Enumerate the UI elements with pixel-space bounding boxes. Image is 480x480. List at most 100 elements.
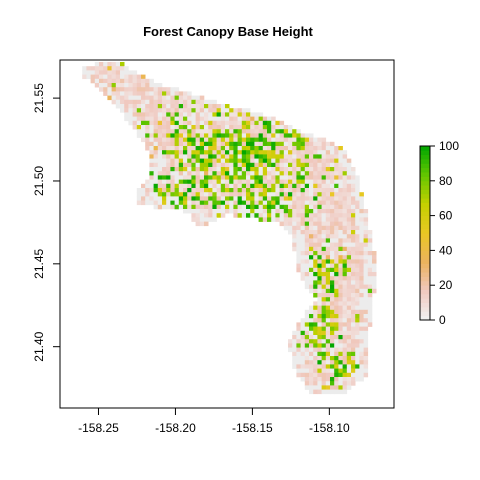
raster-cell: [288, 141, 293, 147]
raster-cell: [216, 179, 222, 185]
raster-cell: [166, 188, 171, 193]
raster-cell: [325, 259, 331, 264]
raster-cell: [330, 272, 335, 277]
legend-color-step: [420, 315, 430, 321]
raster-cell: [346, 217, 352, 222]
raster-cell: [304, 230, 310, 235]
raster-cell: [187, 120, 192, 126]
raster-cell: [246, 179, 251, 185]
raster-cell: [124, 108, 129, 113]
raster-cell: [359, 255, 364, 260]
raster-cell: [136, 99, 142, 105]
raster-cell: [342, 330, 348, 336]
raster-cell: [254, 162, 259, 168]
raster-cell: [313, 196, 318, 201]
raster-cell: [351, 255, 356, 260]
raster-cell: [191, 116, 196, 122]
raster-cell: [191, 209, 196, 214]
raster-cell: [220, 154, 226, 159]
raster-cell: [246, 133, 251, 138]
raster-cell: [279, 217, 285, 222]
raster-cell: [178, 129, 184, 134]
raster-cell: [241, 141, 247, 147]
raster-cell: [183, 129, 188, 134]
raster-cell: [246, 146, 251, 151]
raster-cell: [254, 213, 259, 218]
raster-cell: [309, 230, 314, 235]
raster-cell: [338, 192, 343, 197]
raster-cell: [296, 351, 301, 357]
raster-cell: [220, 133, 226, 138]
raster-cell: [296, 263, 301, 269]
raster-cell: [166, 196, 171, 201]
raster-cell: [229, 150, 234, 155]
raster-cell: [141, 137, 146, 143]
raster-cell: [363, 322, 369, 327]
raster-cell: [288, 192, 293, 197]
raster-cell: [304, 188, 310, 193]
raster-cell: [313, 267, 318, 273]
raster-cell: [220, 158, 226, 164]
raster-cell: [275, 217, 280, 222]
raster-cell: [149, 146, 154, 151]
raster-cell: [237, 167, 243, 172]
raster-cell: [300, 326, 306, 332]
raster-cell: [136, 200, 142, 206]
raster-cell: [145, 99, 150, 105]
raster-cell: [283, 125, 289, 130]
raster-cell: [317, 137, 322, 143]
raster-cell: [145, 120, 150, 126]
raster-cell: [338, 238, 343, 243]
raster-cell: [351, 305, 356, 311]
raster-cell: [183, 112, 188, 117]
raster-cell: [330, 364, 335, 369]
raster-cell: [94, 62, 100, 67]
raster-cell: [292, 230, 297, 235]
raster-cell: [145, 129, 150, 134]
raster-cell: [292, 175, 297, 180]
raster-cell: [178, 171, 184, 176]
raster-cell: [212, 104, 217, 109]
raster-cell: [321, 368, 327, 374]
raster-cell: [296, 347, 301, 353]
raster-cell: [359, 305, 364, 311]
raster-cell: [275, 129, 280, 134]
raster-cell: [254, 204, 259, 210]
raster-cell: [237, 192, 243, 197]
raster-cell: [141, 196, 146, 201]
raster-cell: [309, 251, 314, 256]
raster-cell: [363, 221, 369, 227]
raster-cell: [237, 116, 243, 122]
raster-cell: [313, 234, 318, 239]
raster-cell: [208, 120, 213, 126]
raster-cell: [359, 272, 364, 277]
raster-cell: [313, 175, 318, 180]
raster-cell: [304, 137, 310, 143]
raster-cell: [212, 120, 217, 126]
raster-cell: [338, 242, 343, 248]
raster-cell: [355, 322, 360, 327]
raster-cell: [132, 120, 138, 126]
raster-cell: [330, 372, 335, 378]
raster-cell: [195, 99, 201, 105]
raster-cell: [334, 309, 339, 315]
raster-cell: [330, 171, 335, 176]
raster-cell: [334, 225, 339, 231]
raster-cell: [254, 129, 259, 134]
raster-cell: [338, 204, 343, 210]
raster-cell: [338, 171, 343, 176]
raster-cell: [195, 95, 201, 101]
raster-cell: [363, 368, 369, 374]
raster-cell: [220, 125, 226, 130]
raster-cell: [149, 78, 154, 84]
raster-cell: [363, 364, 369, 369]
raster-cell: [229, 167, 234, 172]
raster-cell: [241, 116, 247, 122]
raster-cell: [145, 196, 150, 201]
raster-cell: [149, 158, 154, 164]
raster-cell: [296, 372, 301, 378]
raster-cell: [304, 162, 310, 168]
raster-cell: [309, 335, 314, 340]
raster-cell: [212, 162, 217, 168]
raster-cell: [220, 150, 226, 155]
